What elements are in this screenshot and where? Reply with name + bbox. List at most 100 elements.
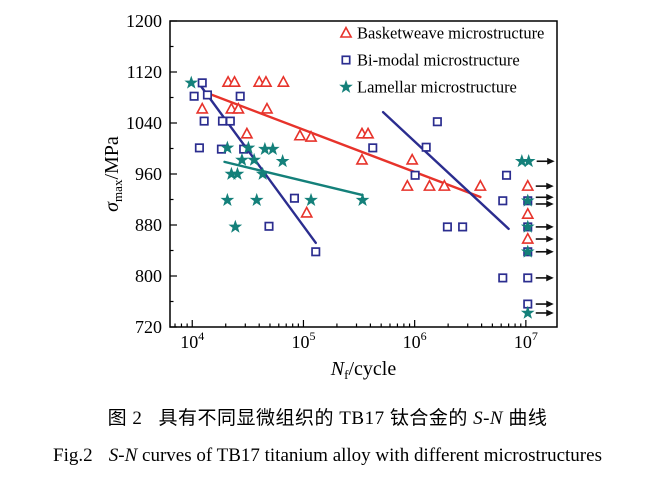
square-marker <box>202 90 212 100</box>
star-marker <box>228 219 243 233</box>
runout-arrow-head <box>547 157 555 165</box>
legend-item-star: Lamellar microstructure <box>339 78 517 97</box>
caption-en-sn-italic: S-N <box>108 445 138 466</box>
star-marker <box>304 192 318 206</box>
axis-ticks: 720 800 880 960 1040 1120 1200 104 105 106 107 <box>126 11 538 352</box>
star-marker <box>241 140 256 154</box>
square-marker <box>289 193 299 203</box>
square-marker <box>341 55 351 65</box>
series-triangle <box>195 75 554 244</box>
triangle-marker <box>400 179 414 191</box>
y-tick-label: 960 <box>135 164 162 184</box>
y-tick-label: 880 <box>135 215 162 235</box>
square-marker <box>498 196 508 206</box>
triangle-marker <box>361 126 375 139</box>
star-marker <box>275 154 290 168</box>
x-tick-label: 105 <box>291 329 315 352</box>
triangle-marker <box>521 179 535 191</box>
caption-en-fig-number: Fig.2 <box>53 445 93 466</box>
star-marker <box>520 305 535 319</box>
triangle-marker <box>228 75 241 87</box>
square-marker <box>421 142 431 152</box>
square-marker <box>189 91 199 101</box>
square-marker <box>264 221 274 231</box>
caption-english: Fig.2 S-N curves of TB17 titanium alloy w… <box>0 445 655 467</box>
caption-cn-fig-number: 图 2 <box>107 408 143 429</box>
y-tick-label: 800 <box>135 266 162 286</box>
star-marker <box>521 154 536 168</box>
star-marker <box>255 166 270 180</box>
y-axis-title: σmax/MPa <box>101 136 125 212</box>
square-marker <box>410 170 420 180</box>
runout-arrow-head <box>546 200 554 208</box>
triangle-marker <box>260 101 274 114</box>
square-marker <box>225 116 235 126</box>
triangle-marker <box>521 231 535 244</box>
square-marker <box>458 222 468 232</box>
trend-line <box>223 160 364 197</box>
legend-label: Basketweave microstructure <box>357 24 544 43</box>
square-marker <box>217 116 228 126</box>
legend-item-triangle: Basketweave microstructure <box>339 24 544 43</box>
legend-label: Bi-modal microstructure <box>357 51 520 70</box>
y-tick-label: 720 <box>135 317 162 337</box>
star-marker <box>247 152 261 166</box>
y-tick-label: 1200 <box>126 11 162 31</box>
caption-chinese: 图 2 具有不同显微组织的 TB17 钛合金的 S-N 曲线 <box>0 403 655 430</box>
square-marker <box>501 170 512 180</box>
x-tick-label: 107 <box>514 329 538 352</box>
triangle-marker <box>240 126 254 139</box>
square-marker <box>368 143 378 153</box>
x-axis-title: Nf/cycle <box>330 358 397 382</box>
triangle-marker <box>405 152 419 165</box>
triangle-marker <box>231 101 245 114</box>
x-tick-label: 104 <box>180 329 204 352</box>
trend-lines <box>198 82 510 245</box>
square-marker <box>199 116 209 126</box>
square-marker <box>523 273 533 283</box>
star-marker <box>220 192 235 206</box>
series-square <box>189 78 554 309</box>
square-marker <box>442 222 452 232</box>
star-marker <box>265 141 280 155</box>
star-marker <box>220 140 235 154</box>
square-marker <box>194 143 204 153</box>
caption-cn-sn-italic: S-N <box>473 408 504 429</box>
sn-curve-chart: 720 800 880 960 1040 1120 1200 104 105 106 107 σmax… <box>101 11 558 382</box>
caption-en-text-post: curves of TB17 titanium alloy with diffe… <box>137 445 602 466</box>
runout-arrow-head <box>546 235 554 243</box>
caption-cn-text: 具有不同显微组织的 TB17 钛合金的 <box>158 408 474 429</box>
triangle-marker <box>355 152 369 165</box>
y-tick-label: 1120 <box>127 62 162 82</box>
star-marker <box>355 192 370 206</box>
runout-arrow-head <box>546 193 554 201</box>
runout-arrow-head <box>546 309 554 317</box>
star-marker <box>249 192 264 206</box>
runout-arrow-head <box>546 274 554 282</box>
triangle-marker <box>521 207 535 219</box>
triangle-marker <box>293 128 307 141</box>
triangle-marker <box>259 75 273 87</box>
star-marker <box>520 193 535 207</box>
star-marker <box>339 79 353 93</box>
square-marker <box>311 247 321 257</box>
square-marker <box>197 78 207 88</box>
square-marker <box>432 117 442 127</box>
triangle-marker <box>276 75 290 87</box>
star-marker <box>235 152 249 166</box>
runout-arrow-head <box>546 248 554 256</box>
caption-cn-text-post: 曲线 <box>503 408 548 429</box>
star-marker <box>184 75 199 89</box>
triangle-marker <box>473 179 487 191</box>
star-marker <box>520 219 535 233</box>
triangle-marker <box>304 129 318 142</box>
triangle-marker <box>300 205 314 218</box>
trend-line <box>381 110 510 231</box>
legend-label: Lamellar microstructure <box>357 78 517 97</box>
triangle-marker <box>339 25 353 38</box>
trend-line <box>205 91 482 199</box>
star-marker <box>230 166 245 180</box>
legend: Basketweave microstructure Bi-modal micro… <box>339 24 544 97</box>
runout-arrow-head <box>546 300 554 308</box>
